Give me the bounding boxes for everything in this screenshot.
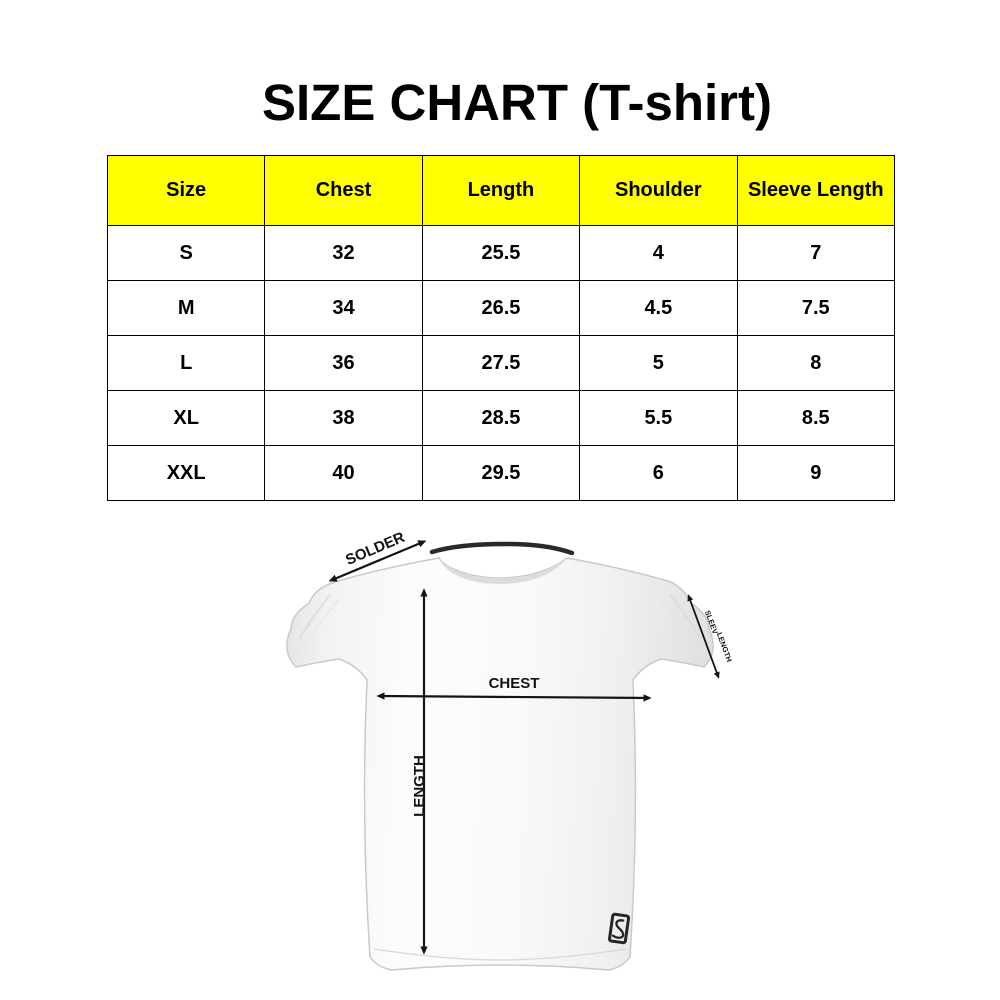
svg-text:LENGTH: LENGTH — [411, 755, 428, 817]
svg-text:LENGTH: LENGTH — [715, 631, 734, 663]
svg-text:CHEST: CHEST — [489, 675, 540, 692]
